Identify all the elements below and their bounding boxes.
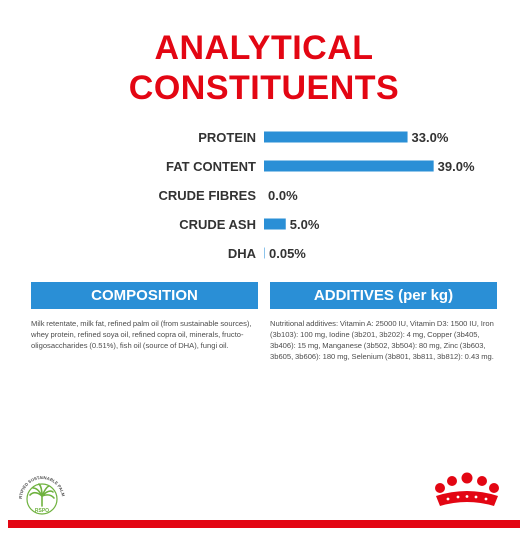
value-label: 33.0% — [412, 130, 449, 145]
value-label: 39.0% — [438, 159, 475, 174]
composition-text: Milk retentate, milk fat, refined palm o… — [31, 319, 252, 350]
rspo-logo: CERTIFIED SUSTAINABLE PALM OIL RSPO — [13, 468, 66, 515]
category-label: PROTEIN — [198, 130, 256, 145]
title-line-1: ANALYTICAL — [154, 29, 374, 67]
value-label: 0.0% — [268, 188, 298, 203]
category-label: CRUDE ASH — [179, 217, 256, 232]
rspo-label: RSPO — [35, 508, 49, 514]
title-line-2: CONSTITUENTS — [128, 69, 400, 107]
value-label: 5.0% — [290, 217, 320, 232]
composition-header: COMPOSITION — [31, 282, 258, 309]
category-label: FAT CONTENT — [166, 159, 256, 174]
bar — [264, 218, 286, 230]
value-label: 0.05% — [269, 246, 306, 261]
bar — [264, 131, 408, 143]
footer-red-bar — [8, 520, 520, 528]
royal-canin-crown-icon — [435, 472, 499, 506]
bar — [264, 160, 434, 172]
category-label: DHA — [228, 246, 257, 261]
category-label: CRUDE FIBRES — [158, 188, 256, 203]
additives-header: ADDITIVES (per kg) — [270, 282, 497, 309]
page-title: ANALYTICAL CONSTITUENTS — [0, 28, 528, 108]
bar — [264, 247, 265, 259]
additives-text: Nutritional additives: Vitamin A: 25000 … — [270, 319, 494, 361]
